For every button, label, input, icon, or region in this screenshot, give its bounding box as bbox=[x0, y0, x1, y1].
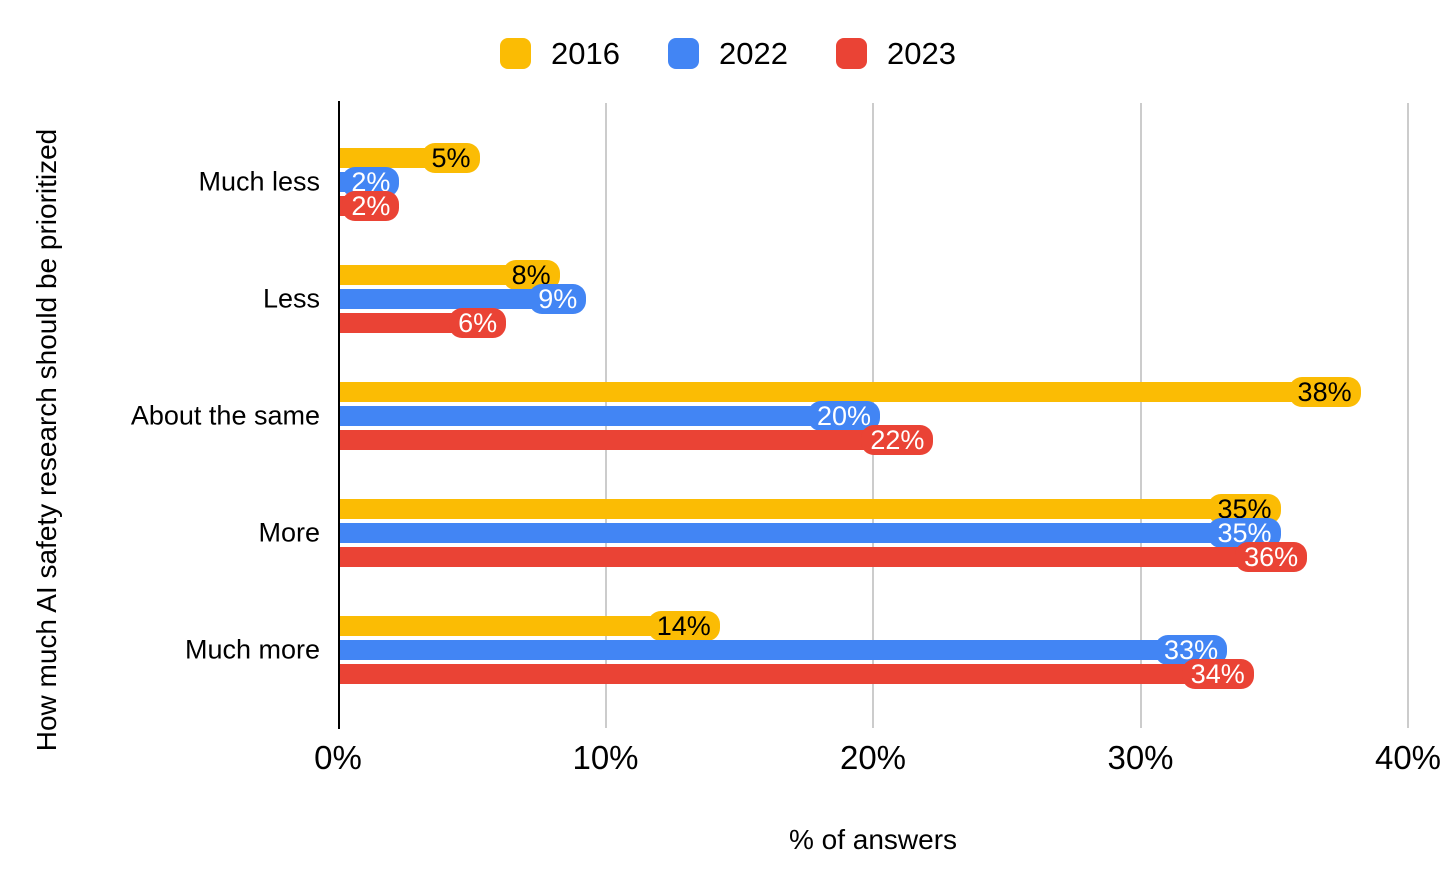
bar-2023-about-the-same: 22% bbox=[340, 424, 934, 455]
bar-2022-much-more: 33% bbox=[340, 634, 1228, 665]
bar-2022-less: 9% bbox=[340, 283, 587, 314]
bar-group-much-more: Much more 14% 33% 34% bbox=[185, 591, 1408, 708]
bar-value-label-2016-much-more: 14% bbox=[647, 610, 720, 641]
bar-2023-much-less: 2% bbox=[340, 190, 400, 221]
legend-item-2016: 2016 bbox=[500, 38, 620, 69]
legend-item-2022: 2022 bbox=[668, 38, 788, 69]
bar-group-more: More 35% 35% 36% bbox=[258, 474, 1408, 591]
legend-item-2023: 2023 bbox=[835, 36, 956, 71]
x-axis-title: % of answers bbox=[788, 824, 958, 855]
chart-legend: 2016 2022 2023 bbox=[0, 38, 1456, 69]
bar-value-label-2023-much-less: 2% bbox=[342, 190, 400, 221]
legend-swatch-2016-icon bbox=[500, 38, 532, 69]
bar-2022-more: 35% bbox=[340, 517, 1281, 548]
bar-2023-less: 6% bbox=[340, 307, 507, 338]
bar-group-about-the-same: About the same 38% 20% 22% bbox=[131, 357, 1408, 474]
bar-2022-about-the-same: 20% bbox=[340, 400, 880, 431]
legend-label-2022: 2022 bbox=[719, 36, 788, 71]
bar-value-label-2023-more: 36% bbox=[1235, 541, 1308, 572]
legend-label-2023: 2023 bbox=[886, 36, 956, 71]
bar-2016-less: 8% bbox=[340, 259, 560, 290]
bar-2016-about-the-same: 38% bbox=[340, 376, 1361, 407]
bar-2023-more: 36% bbox=[340, 541, 1308, 572]
x-axis-ticks: 0% 10% 20% 30% 40% bbox=[314, 739, 1441, 781]
category-label-more: More bbox=[258, 517, 320, 547]
category-label-less: Less bbox=[262, 283, 320, 313]
category-label-much-less: Much less bbox=[198, 166, 320, 196]
x-tick-label-10: 10% bbox=[572, 739, 639, 776]
bar-value-label-2016-about-the-same: 38% bbox=[1288, 376, 1361, 407]
legend-label-2016: 2016 bbox=[551, 36, 621, 71]
bar-value-label-2022-less: 9% bbox=[529, 283, 587, 314]
bar-value-label-2023-much-more: 34% bbox=[1181, 658, 1254, 689]
plot-area: Much less 5% 2% 2% Less 8% 9% 6% About the same 3… bbox=[131, 101, 1409, 729]
bar-value-label-2023-less: 6% bbox=[449, 307, 507, 338]
bar-group-much-less: Much less 5% 2% 2% bbox=[198, 123, 1408, 240]
category-label-about-the-same: About the same bbox=[130, 400, 320, 430]
x-tick-label-0: 0% bbox=[314, 739, 362, 776]
legend-swatch-2022-icon bbox=[668, 38, 700, 69]
gridline-30 bbox=[1139, 103, 1142, 728]
bar-2016-much-less: 5% bbox=[340, 142, 480, 173]
y-axis-line bbox=[338, 101, 340, 729]
bar-2016-more: 35% bbox=[340, 493, 1281, 524]
gridline-40 bbox=[1407, 103, 1409, 728]
bar-2022-much-less: 2% bbox=[340, 166, 400, 197]
bar-rows: Much less 5% 2% 2% Less 8% 9% 6% About the same 3… bbox=[131, 101, 1408, 728]
category-label-much-more: Much more bbox=[184, 634, 320, 664]
bar-group-less: Less 8% 9% 6% bbox=[263, 240, 1408, 357]
bar-value-label-2016-much-less: 5% bbox=[422, 142, 480, 173]
y-axis-title: How much AI safety research should be pr… bbox=[31, 128, 62, 752]
legend-swatch-2023-icon bbox=[835, 38, 867, 69]
x-tick-label-20: 20% bbox=[839, 739, 907, 776]
x-tick-label-30: 30% bbox=[1107, 739, 1174, 776]
bar-value-label-2023-about-the-same: 22% bbox=[861, 424, 934, 455]
bar-2016-much-more: 14% bbox=[340, 610, 720, 641]
x-tick-label-40: 40% bbox=[1374, 739, 1442, 776]
bar-2023-much-more: 34% bbox=[340, 658, 1254, 689]
